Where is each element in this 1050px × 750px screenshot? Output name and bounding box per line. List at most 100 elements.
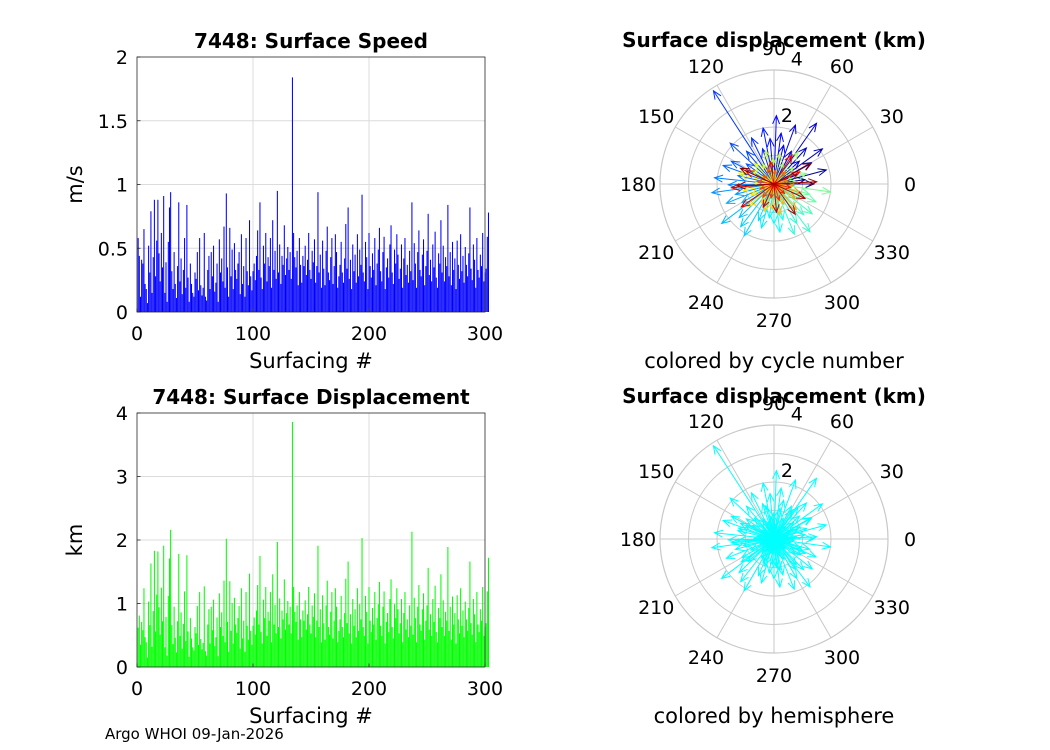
speed-bar [145, 289, 147, 312]
speed-bar [331, 238, 333, 312]
speed-bar [237, 263, 239, 312]
displacement-bar [413, 597, 415, 667]
vector-head [784, 508, 793, 519]
polar-hemisphere-vector [743, 538, 775, 592]
speed-bar [467, 276, 469, 312]
vector-head [813, 148, 824, 157]
speed-bar [199, 238, 201, 312]
speed-bar [341, 272, 343, 312]
polar-cycle-angle-label: 60 [830, 56, 854, 78]
displacement-bar [156, 594, 158, 667]
vector-head [797, 172, 808, 180]
polar-hemisphere-vector [773, 525, 787, 540]
displacement-bar [220, 627, 222, 667]
speed-bar [211, 276, 213, 312]
displacement-bar [184, 591, 186, 667]
displacement-bar [308, 586, 310, 667]
displacement-bar [423, 593, 425, 667]
displacement-bar [468, 607, 470, 667]
vector-head [789, 214, 798, 225]
displacement-bar [255, 610, 257, 667]
speed-bar [301, 282, 303, 312]
vector-head [742, 184, 753, 193]
polar-hemisphere-vector [773, 503, 824, 540]
speed-bar [326, 226, 328, 312]
polar-hemisphere-vector [773, 538, 786, 550]
displacement-bar [244, 651, 246, 667]
polar-cycle-vector [773, 183, 786, 195]
speed-xlabel: Surfacing # [249, 349, 373, 373]
displacement-title: 7448: Surface Displacement [152, 385, 470, 409]
speed-bar [288, 269, 290, 312]
speed-bar [268, 266, 270, 312]
vector-shaft [773, 470, 777, 540]
vector-head [772, 204, 780, 214]
vector-head [772, 559, 780, 569]
vector-shaft [772, 158, 775, 185]
speed-bar [279, 244, 281, 312]
vector-head [762, 162, 769, 171]
speed-ytick-label: 0.5 [98, 238, 128, 260]
speed-bar [345, 224, 347, 312]
vector-head [769, 557, 777, 566]
speed-bar [138, 255, 140, 312]
displacement-bar [146, 657, 148, 667]
displacement-bar [462, 610, 464, 667]
displacement-bar [318, 627, 320, 667]
vector-shaft [773, 153, 781, 185]
vector-shaft [750, 183, 775, 196]
displacement-bar [342, 637, 344, 667]
displacement-bar [440, 574, 442, 667]
polar-cycle-vector [768, 160, 775, 185]
vector-shaft [773, 509, 793, 540]
vector-head [785, 184, 792, 190]
displacement-bar [194, 627, 196, 667]
displacement-bar [479, 609, 481, 667]
vector-shaft [773, 538, 781, 570]
displacement-bar [163, 545, 165, 667]
polar-hemisphere-vector [773, 533, 818, 542]
speed-bar [257, 230, 259, 312]
speed-bar [474, 259, 476, 312]
speed-bar [274, 250, 276, 312]
speed-bar [418, 230, 420, 312]
speed-bar [158, 253, 160, 312]
speed-bar [252, 271, 254, 312]
displacement-bar [233, 597, 235, 667]
displacement-bar [264, 618, 266, 667]
displacement-bar [418, 585, 420, 667]
speed-bar [228, 296, 230, 312]
vector-shaft [773, 506, 799, 540]
vector-head [791, 171, 801, 179]
displacement-bar [390, 579, 392, 667]
displacement-bar [222, 635, 224, 667]
vector-shaft [767, 522, 775, 540]
speed-bar [217, 301, 219, 312]
vector-head [778, 197, 785, 206]
polar-cycle-vector [749, 183, 775, 196]
polar-hemisphere-angle-label: 150 [638, 461, 674, 483]
speed-bar [486, 236, 488, 312]
displacement-bar [138, 615, 140, 667]
speed-bar [302, 255, 304, 312]
displacement-bar [388, 632, 390, 667]
speed-bar [434, 231, 436, 312]
vector-head [766, 564, 775, 575]
polar-hemisphere-vector [735, 536, 775, 545]
speed-bar [446, 266, 448, 312]
polar-hemisphere-vector [773, 516, 784, 540]
speed-bar [458, 278, 460, 312]
vector-shaft [773, 183, 781, 215]
displacement-bar [253, 617, 255, 667]
vector-shaft [741, 183, 775, 208]
displacement-bar [424, 639, 426, 667]
vector-shaft [743, 183, 775, 237]
vector-shaft [770, 538, 775, 554]
polar-cycle-vector [773, 148, 824, 185]
vector-head [806, 195, 818, 203]
vector-head [743, 581, 752, 592]
polar-hemisphere-vector [773, 538, 785, 561]
displacement-bar [192, 647, 194, 667]
polar-hemisphere-vector [742, 538, 775, 548]
speed-bar [286, 258, 288, 312]
